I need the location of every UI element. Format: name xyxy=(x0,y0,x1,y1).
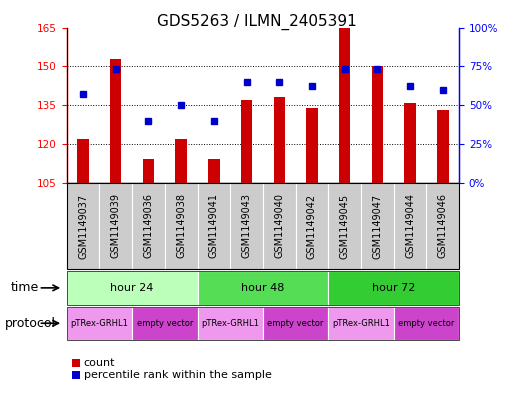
Text: GSM1149047: GSM1149047 xyxy=(372,193,382,259)
Text: time: time xyxy=(10,281,38,294)
Text: pTRex-GRHL1: pTRex-GRHL1 xyxy=(332,319,390,328)
Text: hour 72: hour 72 xyxy=(372,283,416,293)
Bar xyxy=(371,66,383,183)
Text: GSM1149040: GSM1149040 xyxy=(274,193,284,259)
Bar xyxy=(339,28,350,183)
Text: GSM1149037: GSM1149037 xyxy=(78,193,88,259)
Text: GSM1149036: GSM1149036 xyxy=(144,193,153,259)
Text: empty vector: empty vector xyxy=(398,319,455,328)
Text: hour 24: hour 24 xyxy=(110,283,154,293)
Text: GSM1149043: GSM1149043 xyxy=(242,193,251,259)
Text: percentile rank within the sample: percentile rank within the sample xyxy=(84,370,271,380)
Text: hour 48: hour 48 xyxy=(241,283,285,293)
Text: protocol: protocol xyxy=(5,317,56,330)
Bar xyxy=(110,59,122,183)
Text: empty vector: empty vector xyxy=(267,319,324,328)
Text: GSM1149045: GSM1149045 xyxy=(340,193,350,259)
Bar xyxy=(208,160,220,183)
Bar xyxy=(175,139,187,183)
Bar xyxy=(404,103,416,183)
Text: GSM1149038: GSM1149038 xyxy=(176,193,186,259)
Text: GSM1149041: GSM1149041 xyxy=(209,193,219,259)
Bar xyxy=(273,97,285,183)
Text: empty vector: empty vector xyxy=(136,319,193,328)
Bar xyxy=(77,139,89,183)
Text: pTRex-GRHL1: pTRex-GRHL1 xyxy=(201,319,259,328)
Text: GSM1149046: GSM1149046 xyxy=(438,193,448,259)
Bar xyxy=(241,100,252,183)
Text: GDS5263 / ILMN_2405391: GDS5263 / ILMN_2405391 xyxy=(156,14,357,30)
Text: GSM1149044: GSM1149044 xyxy=(405,193,415,259)
Bar xyxy=(306,108,318,183)
Bar xyxy=(437,110,448,183)
Text: pTRex-GRHL1: pTRex-GRHL1 xyxy=(70,319,128,328)
Bar xyxy=(143,160,154,183)
Text: count: count xyxy=(84,358,115,368)
Text: GSM1149042: GSM1149042 xyxy=(307,193,317,259)
Text: GSM1149039: GSM1149039 xyxy=(111,193,121,259)
